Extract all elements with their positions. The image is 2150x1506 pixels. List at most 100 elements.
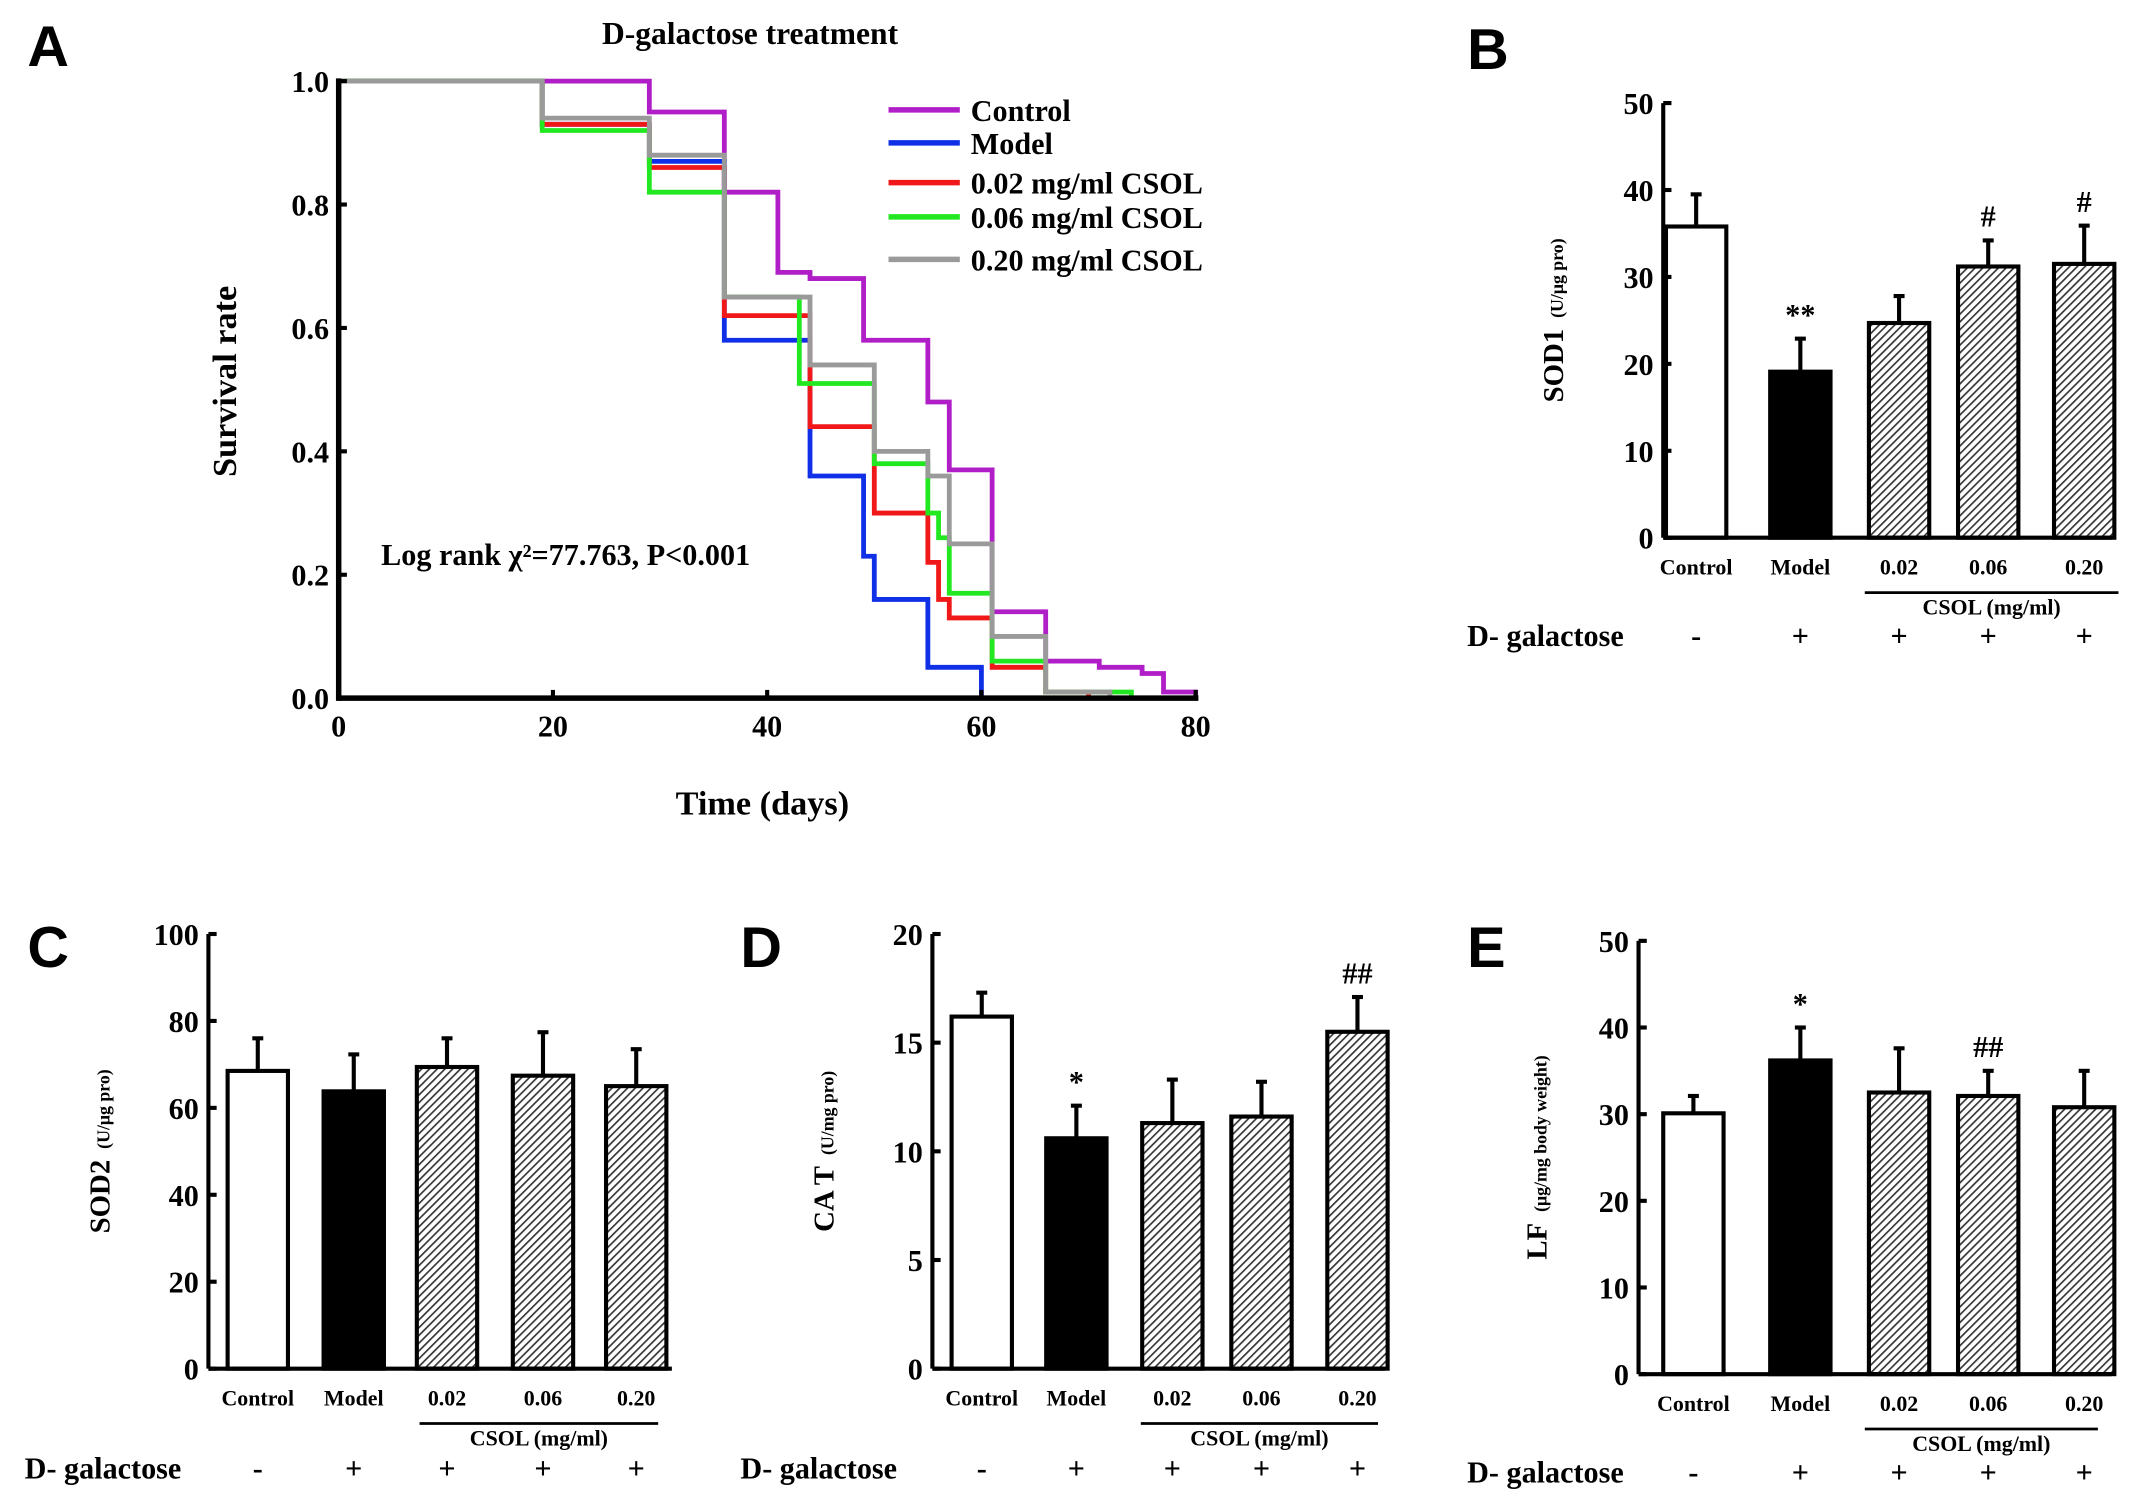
treatment-sign: + — [1792, 1455, 1809, 1489]
bar-0.06 — [1955, 1093, 2021, 1377]
treatment-label: D- galactose — [25, 1451, 182, 1485]
bar-0.20 — [2051, 1105, 2117, 1377]
y-tick-label: 100 — [154, 918, 199, 952]
y-tick-label: 0 — [908, 1353, 923, 1387]
y-tick-label: 20 — [1623, 348, 1653, 382]
bar-0.02 — [414, 1064, 480, 1371]
category-label: Control — [945, 1386, 1018, 1411]
category-label: 0.02 — [1153, 1386, 1191, 1411]
category-label: 0.06 — [524, 1386, 562, 1411]
bar-0.06 — [1229, 1114, 1294, 1371]
bar-Control — [949, 1014, 1014, 1371]
panel-a: A D-galactose treatment 0 20 40 60 80 0.0 0.2 0.4… — [27, 15, 1210, 823]
logrank-annotation: Log rank χ²=77.763, P<0.001 — [381, 538, 750, 572]
category-label: Model — [1047, 1386, 1107, 1411]
bar-0.02 — [1866, 1090, 1932, 1377]
panel-letter-c: C — [27, 916, 69, 980]
x-tick-label: 60 — [966, 710, 996, 744]
y-tick-label: 10 — [1623, 435, 1653, 469]
group-label: CSOL (mg/ml) — [1923, 595, 2061, 620]
y-tick-label: 0.2 — [291, 559, 329, 593]
y-tick-label: 0.4 — [291, 435, 329, 469]
category-label: Control — [1660, 555, 1733, 580]
y-tick-label: 50 — [1623, 87, 1653, 121]
y-tick-label: 30 — [1623, 261, 1653, 295]
category-label: 0.06 — [1969, 555, 2007, 580]
category-label: 0.20 — [1338, 1386, 1376, 1411]
legend-label-0: Control — [971, 94, 1071, 128]
category-label: 0.06 — [1242, 1386, 1280, 1411]
bar-Control — [225, 1068, 291, 1371]
bar-0.02 — [1140, 1121, 1205, 1371]
bar-0.06 — [1955, 264, 2021, 540]
y-axis-title: LF — [1522, 1223, 1554, 1260]
category-label: 0.02 — [1880, 555, 1918, 580]
treatment-label: D- galactose — [1467, 1455, 1624, 1489]
y-tick-label: 0 — [1614, 1358, 1629, 1392]
bar-0.20 — [2051, 261, 2117, 540]
treatment-sign: + — [345, 1451, 362, 1485]
treatment-sign: - — [977, 1451, 987, 1485]
bar-Model — [1768, 1058, 1833, 1377]
bar-Model — [321, 1089, 386, 1371]
treatment-label: D- galactose — [1467, 619, 1624, 653]
y-tick-label: 0.0 — [291, 682, 329, 716]
significance-marker: ** — [1785, 298, 1815, 332]
category-label: 0.06 — [1969, 1391, 2007, 1416]
y-axis-title: SOD1 — [1538, 329, 1570, 403]
treatment-sign: + — [2076, 1455, 2093, 1489]
chart-title: D-galactose treatment — [602, 16, 899, 51]
y-tick-label: 10 — [893, 1135, 923, 1169]
y-tick-label: 0 — [1639, 522, 1654, 556]
category-label: Model — [1771, 555, 1831, 580]
treatment-sign: - — [253, 1451, 263, 1485]
treatment-sign: - — [1688, 1455, 1698, 1489]
x-axis-label: Time (days) — [676, 785, 850, 823]
y-axis-label: LF (μg/mg body weight) — [1522, 1055, 1554, 1259]
y-tick-label: 80 — [169, 1005, 199, 1039]
y-axis-title: CA T — [809, 1166, 841, 1232]
treatment-sign: + — [628, 1451, 645, 1485]
panel-b: B Control - ** Model +0.02 + #0.06 + #0.20 +0 10 20 3… — [1467, 18, 2119, 653]
y-tick-label: 20 — [893, 918, 923, 952]
y-tick-label: 10 — [1599, 1271, 1629, 1305]
significance-marker: * — [1793, 987, 1808, 1021]
significance-marker: * — [1069, 1065, 1084, 1099]
treatment-sign: + — [1890, 619, 1907, 653]
category-label: Control — [221, 1386, 294, 1411]
treatment-sign: + — [534, 1451, 551, 1485]
y-tick-label: 5 — [908, 1244, 923, 1278]
panel-letter-e: E — [1467, 916, 1505, 980]
y-tick-label: 40 — [1599, 1011, 1629, 1045]
group-label: CSOL (mg/ml) — [1190, 1425, 1328, 1450]
bar-Model — [1044, 1136, 1109, 1371]
x-tick-label: 20 — [538, 710, 568, 744]
y-tick-label: 20 — [1599, 1185, 1629, 1219]
y-axis-label: CA T (U/mg pro) — [809, 1071, 841, 1232]
bar-Model — [1768, 369, 1833, 540]
panel-c: C Control - Model +0.02 +0.06 +0.20 +0 20 40 60 80 1… — [25, 916, 672, 1485]
panel-e: E Control - * Model +0.02 + ## 0.06 +0.20 +0 10 20 30… — [1467, 916, 2117, 1489]
group-label: CSOL (mg/ml) — [470, 1425, 608, 1450]
treatment-sign: + — [1980, 1455, 1997, 1489]
y-tick-label: 20 — [169, 1266, 199, 1300]
treatment-sign: + — [1253, 1451, 1270, 1485]
treatment-sign: + — [1349, 1451, 1366, 1485]
treatment-sign: - — [1691, 619, 1701, 653]
significance-marker: ## — [1342, 956, 1372, 990]
category-label: 0.20 — [2065, 1391, 2103, 1416]
y-tick-label: 0.8 — [291, 189, 329, 223]
survival-line-0 — [338, 78, 1199, 699]
bar-0.20 — [1325, 1029, 1390, 1371]
y-axis-label: SOD1 (U/μg pro) — [1538, 238, 1570, 402]
x-tick-label: 0 — [331, 710, 346, 744]
treatment-sign: + — [1164, 1451, 1181, 1485]
treatment-sign: + — [1792, 619, 1809, 653]
y-axis-title: SOD2 — [85, 1160, 117, 1234]
category-label: Control — [1657, 1391, 1730, 1416]
significance-marker: ## — [1973, 1030, 2003, 1064]
treatment-sign: + — [1068, 1451, 1085, 1485]
category-label: 0.02 — [428, 1386, 466, 1411]
panel-letter-d: D — [740, 916, 782, 980]
